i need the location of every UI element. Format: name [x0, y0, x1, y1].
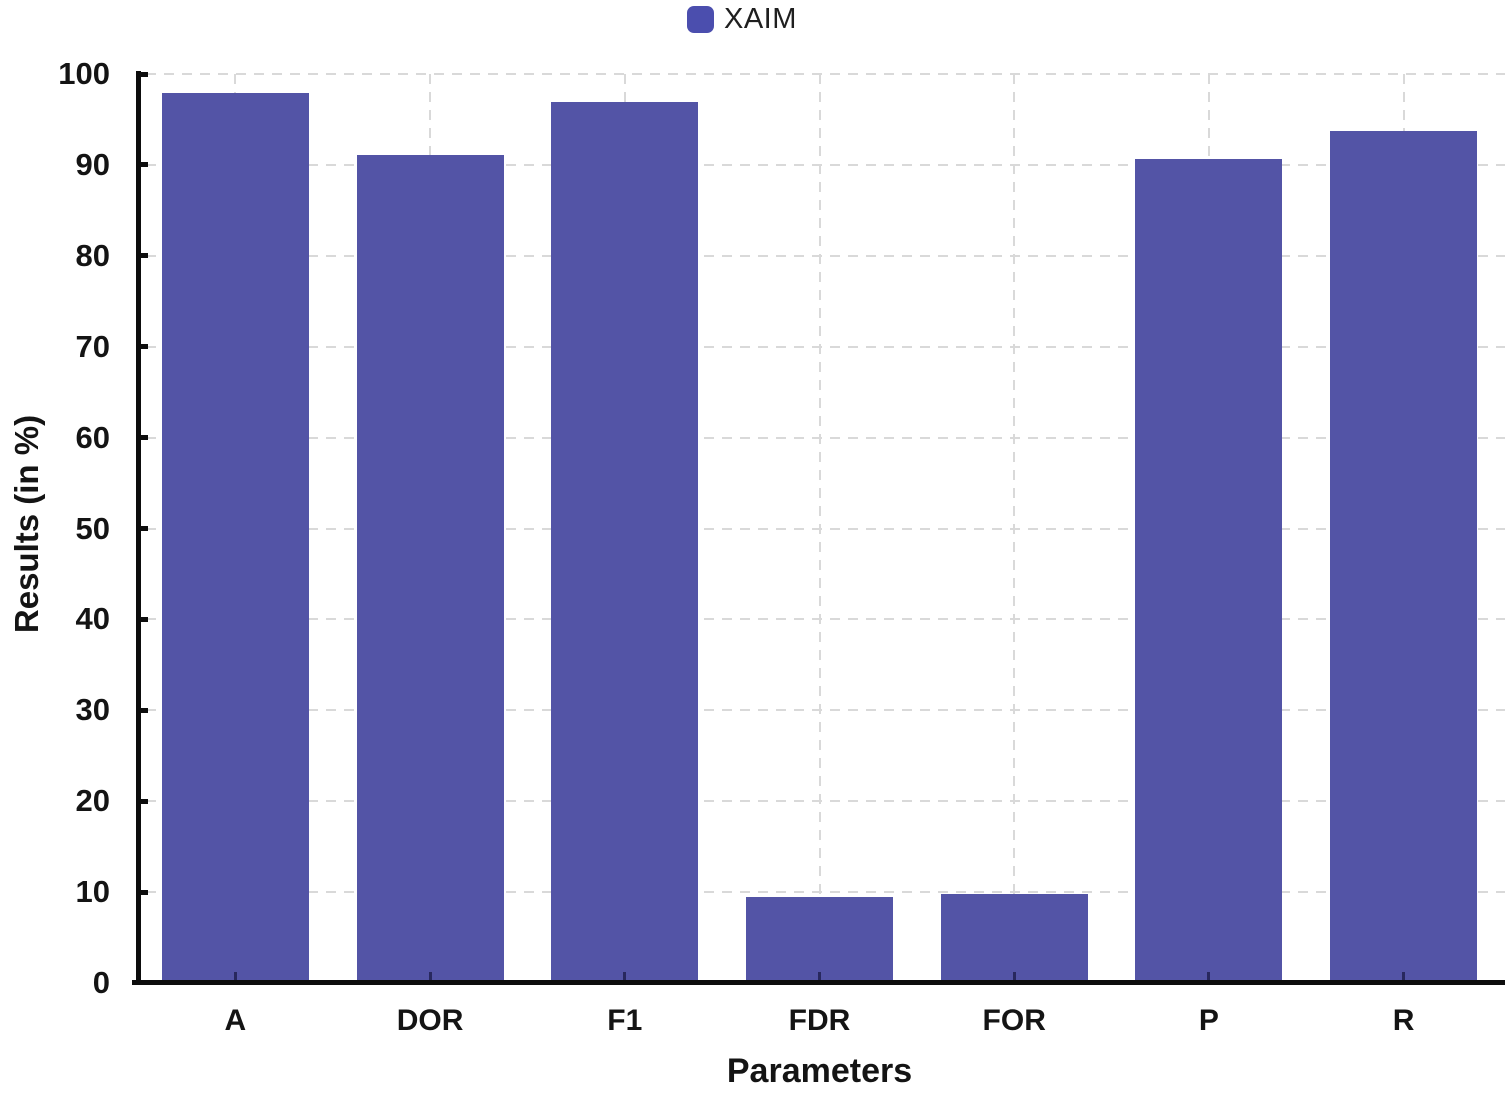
x-axis-line — [132, 980, 1505, 985]
bar-DOR — [356, 154, 504, 983]
bar-FDR — [746, 896, 893, 983]
gridline-vertical-FDR — [818, 74, 821, 983]
bar-FOR — [940, 893, 1088, 983]
gridline-horizontal-30 — [146, 709, 1505, 712]
y-axis-tick-10 — [140, 889, 148, 895]
x-tick-label-FDR: FDR — [788, 1004, 851, 1037]
y-axis-tick-90 — [140, 162, 148, 168]
gridline-horizontal-20 — [146, 800, 1505, 803]
bar-F1 — [551, 102, 699, 983]
y-tick-label-30: 30 — [75, 692, 110, 728]
x-tick-label-A: A — [224, 1004, 247, 1037]
x-axis-tick-F1 — [623, 972, 627, 981]
y-tick-label-80: 80 — [75, 237, 110, 273]
y-axis-tick-70 — [140, 344, 148, 350]
y-tick-label-70: 70 — [75, 328, 110, 364]
y-axis-tick-20 — [140, 798, 148, 804]
y-tick-label-90: 90 — [75, 146, 110, 182]
x-axis-title: Parameters — [726, 1052, 913, 1090]
y-tick-label-50: 50 — [75, 510, 110, 546]
legend-series-label: XAIM — [724, 3, 797, 35]
y-axis-tick-60 — [140, 435, 148, 441]
gridline-horizontal-40 — [146, 618, 1505, 621]
y-axis-tick-30 — [140, 707, 148, 713]
gridline-horizontal-10 — [146, 891, 1505, 894]
bar-P — [1135, 158, 1283, 983]
y-axis-tick-40 — [140, 616, 148, 622]
bar-R — [1330, 131, 1478, 983]
y-tick-label-100: 100 — [58, 56, 110, 91]
y-tick-label-0: 0 — [92, 965, 110, 1000]
y-tick-label-10: 10 — [75, 874, 110, 910]
gridline-horizontal-70 — [146, 345, 1505, 348]
y-axis-tick-50 — [140, 526, 148, 531]
plot-area — [132, 71, 1505, 985]
y-axis-tick-80 — [140, 253, 148, 259]
y-tick-label-40: 40 — [75, 601, 110, 637]
gridline-horizontal-50 — [146, 527, 1505, 530]
x-axis-tick-A — [233, 972, 237, 981]
gridline-vertical-FOR — [1013, 74, 1016, 983]
x-axis-tick-R — [1402, 972, 1406, 981]
x-tick-label-DOR: DOR — [396, 1004, 464, 1037]
x-axis-tick-FOR — [1012, 972, 1016, 981]
gridline-horizontal-100 — [146, 73, 1505, 75]
y-axis-line — [136, 71, 141, 984]
gridline-horizontal-60 — [146, 436, 1505, 439]
gridline-horizontal-80 — [146, 254, 1505, 257]
x-tick-label-R: R — [1392, 1004, 1415, 1037]
y-axis-tick-100 — [140, 71, 148, 77]
x-axis-tick-P — [1207, 972, 1211, 981]
x-tick-label-FOR: FOR — [982, 1004, 1046, 1037]
x-tick-label-F1: F1 — [607, 1004, 643, 1037]
x-axis-tick-labels: A DOR F1 FDR FOR P R — [138, 1004, 1501, 1044]
legend: XAIM — [687, 3, 797, 36]
y-tick-label-20: 20 — [75, 783, 110, 819]
legend-swatch-icon — [687, 6, 714, 33]
y-tick-label-60: 60 — [75, 419, 110, 455]
x-axis-tick-DOR — [428, 972, 432, 981]
gridline-horizontal-90 — [146, 163, 1505, 166]
y-axis-tick-labels: 0 10 20 30 40 50 60 70 80 90 100 — [0, 56, 110, 1000]
bar-A — [161, 93, 309, 983]
x-axis-tick-FDR — [818, 972, 821, 981]
x-tick-label-P: P — [1198, 1004, 1219, 1037]
